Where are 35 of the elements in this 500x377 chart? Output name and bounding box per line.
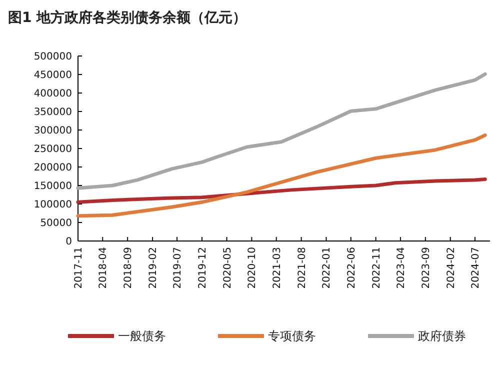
x-tick-label: 2022-11 bbox=[371, 247, 382, 289]
y-tick-label: 500000 bbox=[34, 52, 72, 62]
x-tick-label: 2018-09 bbox=[123, 247, 134, 289]
chart-title: 图1 地方政府各类别债务余额（亿元） bbox=[8, 9, 247, 26]
x-tick-label: 2021-08 bbox=[296, 247, 308, 289]
y-tick-label: 350000 bbox=[34, 107, 72, 118]
x-tick-label: 2018-04 bbox=[98, 247, 110, 289]
y-tick-label: 300000 bbox=[34, 126, 72, 136]
y-tick-label: 450000 bbox=[34, 70, 72, 81]
y-tick-label: 150000 bbox=[34, 181, 72, 192]
x-tick-label: 2020-10 bbox=[247, 247, 258, 289]
x-tick-label: 2019-07 bbox=[172, 247, 184, 289]
y-tick-label: 400000 bbox=[34, 88, 72, 100]
x-tick-label: 2017-11 bbox=[74, 247, 84, 289]
legend-label: 政府债券 bbox=[418, 329, 466, 344]
x-tick-label: 2021-03 bbox=[272, 247, 283, 289]
y-tick-label: 50000 bbox=[40, 218, 72, 229]
y-tick-label: 200000 bbox=[34, 162, 72, 174]
x-tick-label: 2024-07 bbox=[470, 247, 482, 289]
x-tick-label: 2023-04 bbox=[396, 247, 407, 289]
x-tick-label: 2019-12 bbox=[197, 247, 208, 289]
y-tick-label: 0 bbox=[66, 236, 72, 248]
legend-label: 一般债务 bbox=[118, 329, 166, 344]
x-tick-label: 2023-09 bbox=[420, 247, 432, 289]
x-tick-label: 2022-01 bbox=[322, 247, 333, 289]
x-tick-label: 2022-06 bbox=[346, 247, 358, 289]
x-tick-label: 2020-05 bbox=[222, 247, 234, 289]
y-tick-label: 100000 bbox=[34, 200, 72, 210]
line-series bbox=[76, 72, 487, 190]
line-series bbox=[76, 177, 487, 204]
line-series bbox=[76, 133, 487, 218]
y-tick-label: 250000 bbox=[34, 144, 72, 155]
x-tick-label: 2024-02 bbox=[446, 247, 457, 289]
legend-label: 专项债务 bbox=[268, 329, 316, 344]
x-tick-label: 2019-02 bbox=[148, 247, 160, 289]
